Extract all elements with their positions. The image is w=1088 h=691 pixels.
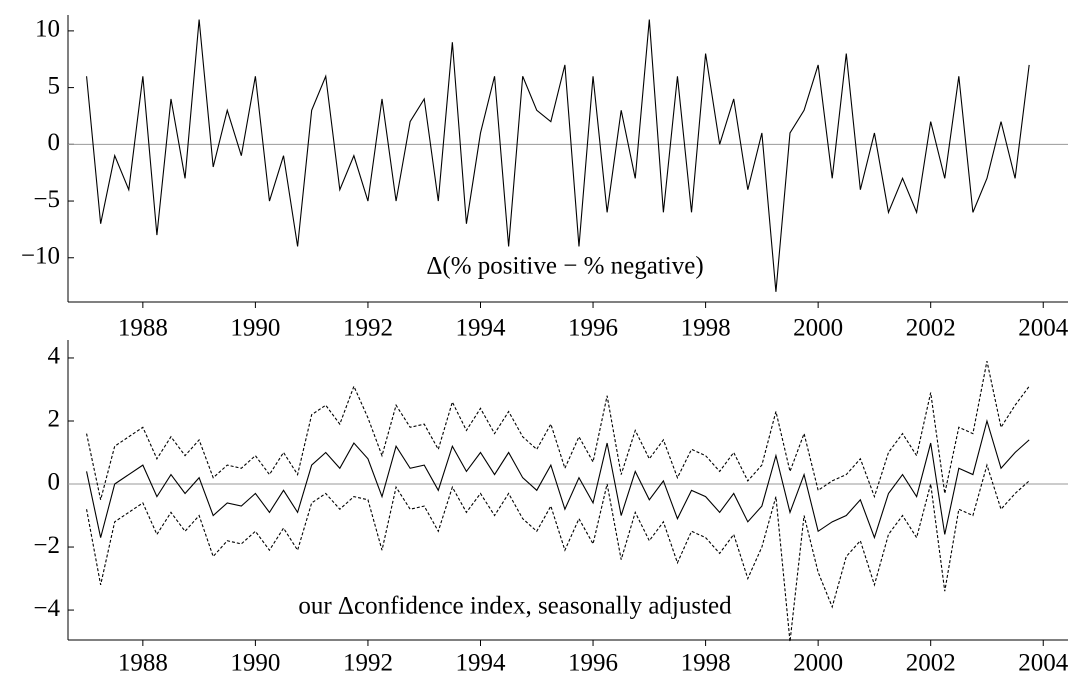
series-line [86,418,1030,540]
x-tick-label: 2002 [906,650,956,677]
x-tick-label: 1994 [455,315,506,342]
x-tick-label: 2000 [793,315,843,342]
x-tick-label: 1992 [343,315,393,342]
x-tick-label: 1988 [118,650,168,677]
y-tick-label: 0 [48,129,61,156]
x-tick-label: 1992 [343,650,393,677]
x-tick-label: 1988 [118,315,168,342]
series-line [86,360,1030,500]
y-tick-label: −2 [33,532,60,559]
y-tick-label: 2 [48,406,61,433]
y-tick-label: 10 [35,16,60,43]
x-tick-label: 2002 [906,315,956,342]
y-tick-label: 4 [48,343,61,370]
x-tick-label: 1998 [681,315,731,342]
x-tick-label: 1998 [681,650,731,677]
series-line [86,463,1030,642]
annotation: our Δconfidence index, seasonally adjust… [298,593,732,620]
y-tick-label: 0 [48,469,61,496]
annotation: Δ(% positive − % negative) [426,253,703,280]
y-tick-label: −10 [21,242,60,269]
x-tick-label: 1996 [568,650,618,677]
x-tick-label: 1996 [568,315,618,342]
y-tick-label: −5 [33,186,60,213]
x-tick-label: 2004 [1018,650,1069,677]
x-tick-label: 1994 [455,650,506,677]
y-tick-label: 5 [48,72,61,99]
series-line [86,19,1030,292]
y-tick-label: −4 [33,595,60,622]
x-tick-label: 2000 [793,650,843,677]
x-tick-label: 1990 [230,650,280,677]
x-tick-label: 1990 [230,315,280,342]
x-tick-label: 2004 [1018,315,1069,342]
